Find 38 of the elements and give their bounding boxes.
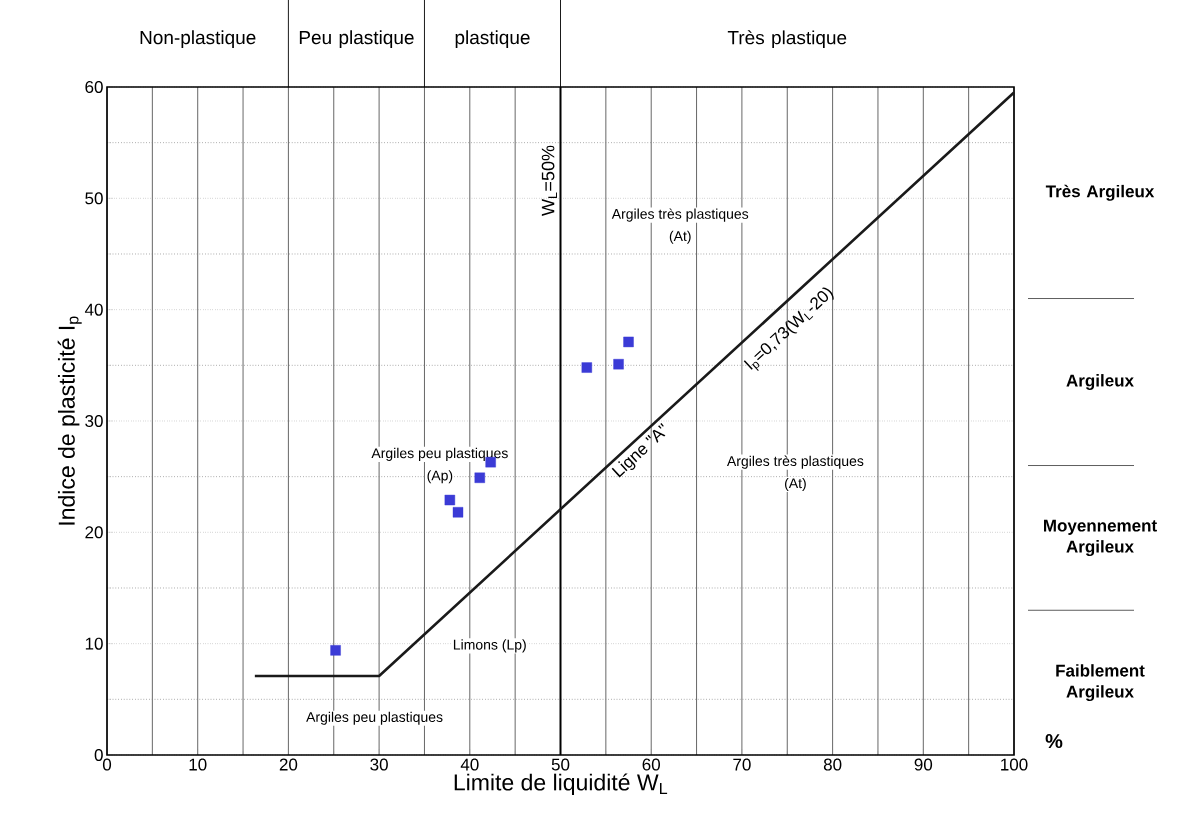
y-tick-label: 10 <box>85 637 103 650</box>
y-tick-label: 0 <box>94 748 103 762</box>
x-tick-label: 10 <box>189 758 207 771</box>
x-axis-title: Limite de liquidité W$_{L}$ <box>454 773 668 796</box>
annotation: Argiles très plastiques <box>726 455 864 469</box>
annotation: (At) <box>785 477 806 491</box>
x-tick-label: 90 <box>914 758 933 771</box>
annotation: (At) <box>669 230 691 244</box>
y-axis-title: Indice de plasticité I$_{p}$ <box>57 316 82 525</box>
y-tick-label: 60 <box>85 80 103 94</box>
text: Peu plastique <box>299 30 414 48</box>
annotation: (Ap) <box>427 470 453 484</box>
text: Très Argileux <box>1045 184 1155 201</box>
y-tick-label: 30 <box>85 414 103 428</box>
text: Faiblement Argileux <box>1056 664 1145 702</box>
text: Argileux <box>1066 374 1134 390</box>
text: Très plastique <box>727 30 847 49</box>
ref-line-label: W$_{L}$=50% <box>541 145 557 216</box>
annotation: Limons (Lp) <box>453 639 526 653</box>
x-tick-label: 70 <box>733 758 751 771</box>
x-tick-label: 0 <box>102 758 112 771</box>
x-tick-label: 60 <box>642 758 660 771</box>
text: % <box>1045 734 1063 749</box>
y-tick-label: 40 <box>84 303 103 316</box>
text: Moyennement Argileux <box>1044 519 1157 557</box>
y-tick-label: 20 <box>85 526 103 539</box>
annotation: Argiles peu plastiques <box>371 447 508 461</box>
annotation: Argiles peu plastiques <box>306 711 443 725</box>
x-tick-label: 100 <box>1001 758 1028 771</box>
x-tick-label: 50 <box>551 758 570 771</box>
x-tick-label: 20 <box>279 758 298 771</box>
x-tick-label: 40 <box>460 758 479 771</box>
x-tick-label: 30 <box>370 758 388 771</box>
annotation: Argiles très plastiques <box>611 208 749 222</box>
text: plastique <box>455 30 530 48</box>
text: Non-plastique <box>140 30 256 48</box>
y-tick-label: 50 <box>85 192 103 205</box>
x-tick-label: 80 <box>823 758 842 771</box>
